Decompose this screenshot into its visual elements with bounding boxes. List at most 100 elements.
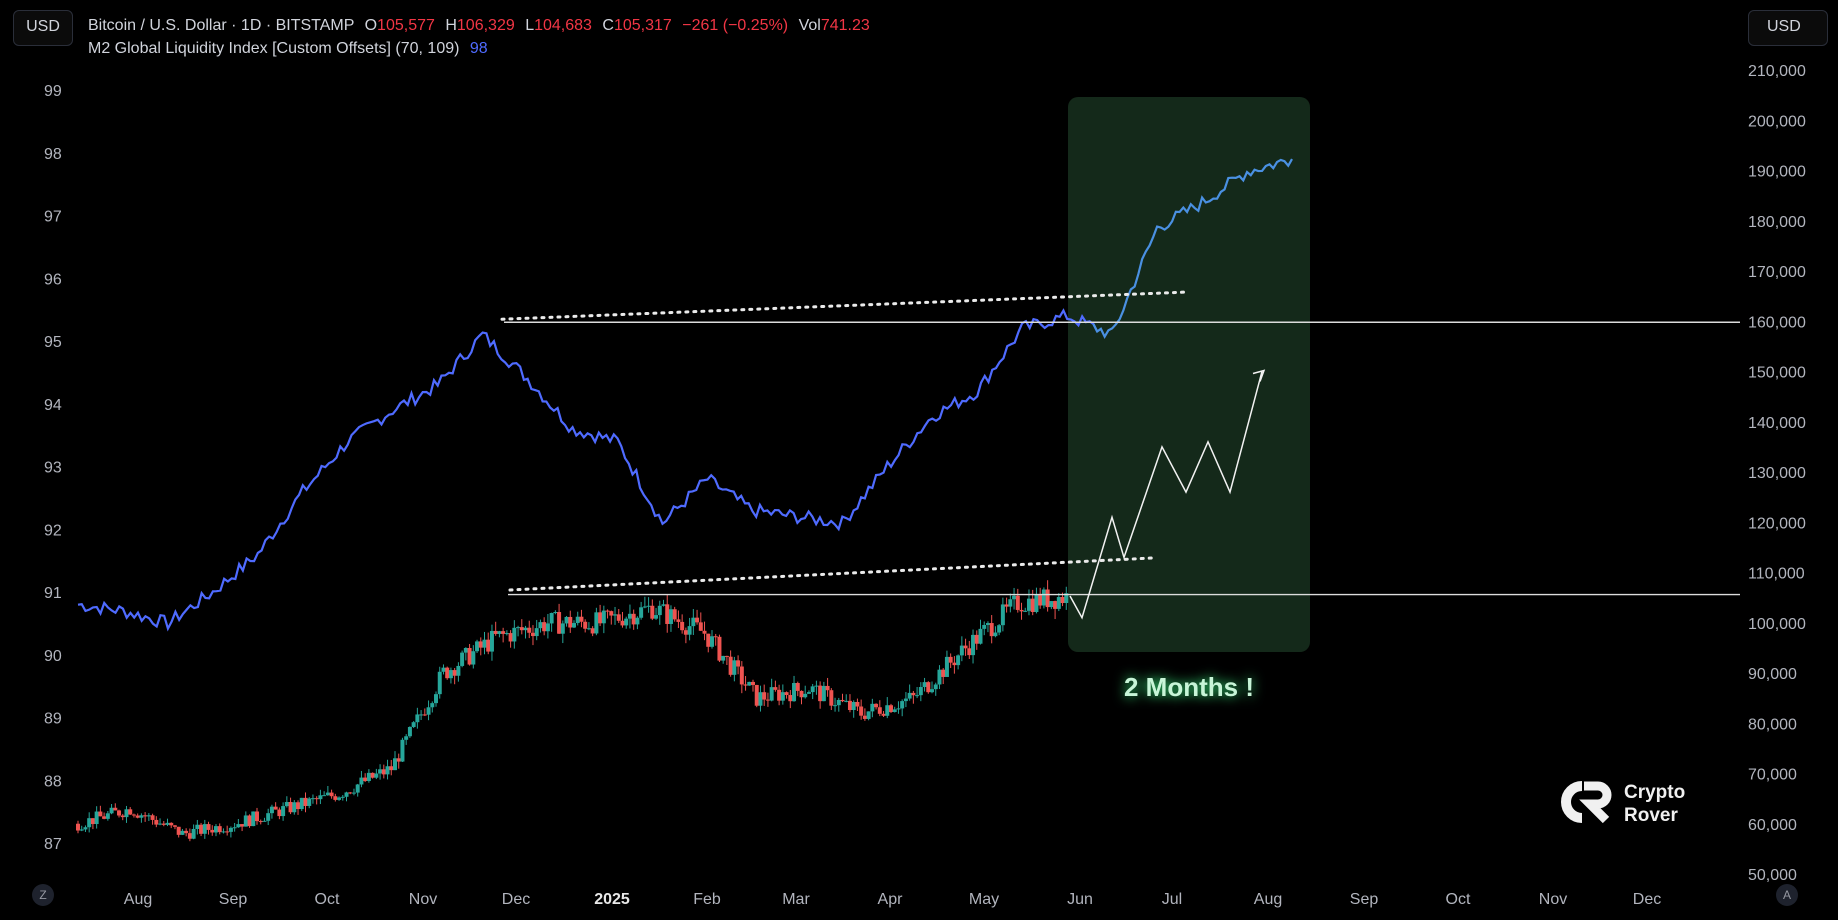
- x-axis-tick-label: Oct: [1446, 891, 1471, 908]
- btc-candle: [180, 830, 185, 835]
- btc-candle: [247, 815, 252, 827]
- right-axis-tick-label: 80,000: [1748, 716, 1797, 733]
- x-axis-tick-label: Nov: [409, 891, 437, 908]
- btc-candle: [631, 613, 636, 625]
- symbol-legend: Bitcoin / U.S. Dollar · 1D · BITSTAMP O1…: [88, 17, 870, 35]
- left-axis-tick-label: 97: [44, 209, 62, 226]
- x-axis-tick-label: Dec: [1633, 891, 1661, 908]
- right-axis-tick-label: 130,000: [1748, 465, 1806, 482]
- btc-candle: [691, 617, 696, 627]
- change-value: −261 (−0.25%): [682, 17, 789, 34]
- btc-candle: [590, 628, 595, 634]
- btc-candle: [158, 823, 163, 825]
- btc-candle: [131, 814, 136, 816]
- btc-candle: [583, 621, 588, 629]
- btc-candle: [784, 692, 789, 696]
- scale-mode-z-button[interactable]: Z: [32, 884, 54, 906]
- btc-candle: [516, 627, 521, 629]
- symbol-title: Bitcoin / U.S. Dollar · 1D · BITSTAMP: [88, 17, 355, 34]
- btc-candle: [926, 682, 931, 693]
- x-axis-tick-label: Apr: [878, 891, 904, 908]
- left-axis-tick-label: 87: [44, 836, 62, 853]
- currency-button-right[interactable]: USD: [1748, 10, 1828, 46]
- btc-candle: [117, 810, 122, 816]
- auto-scale-button[interactable]: A: [1776, 884, 1798, 906]
- btc-candle: [818, 685, 823, 702]
- right-axis-tick-label: 150,000: [1748, 365, 1806, 382]
- btc-candle: [210, 829, 215, 833]
- btc-candle: [754, 684, 759, 706]
- btc-candle: [422, 714, 427, 716]
- btc-candle: [687, 626, 692, 635]
- left-axis-tick-label: 93: [44, 460, 62, 477]
- btc-candle: [799, 690, 804, 698]
- btc-candle: [985, 623, 990, 625]
- btc-candle: [568, 616, 573, 628]
- btc-candle: [560, 623, 565, 634]
- btc-candle: [240, 824, 245, 827]
- right-axis-tick-label: 180,000: [1748, 214, 1806, 231]
- btc-candle: [217, 826, 222, 833]
- btc-candle: [668, 609, 673, 624]
- btc-candle: [1030, 598, 1035, 613]
- btc-candle: [478, 641, 483, 648]
- x-axis-tick-label: Feb: [693, 891, 721, 908]
- btc-candle: [161, 823, 166, 825]
- btc-candle: [657, 605, 662, 616]
- left-axis-tick-label: 90: [44, 648, 62, 665]
- btc-candle: [154, 819, 159, 825]
- btc-candle: [948, 656, 953, 663]
- high-value: 106,329: [456, 17, 515, 34]
- btc-candle: [508, 633, 513, 642]
- btc-candle: [732, 660, 737, 675]
- x-axis-tick-label: May: [969, 891, 999, 908]
- right-axis-tick-label: 100,000: [1748, 616, 1806, 633]
- btc-candle: [351, 792, 356, 794]
- btc-candle: [717, 636, 722, 661]
- btc-candle: [460, 652, 465, 666]
- currency-button-left[interactable]: USD: [13, 10, 73, 46]
- btc-candle: [620, 620, 625, 626]
- btc-candle: [396, 758, 401, 762]
- projection-arrowhead-icon: [1252, 369, 1266, 382]
- btc-candle: [486, 639, 491, 652]
- btc-candle: [765, 699, 770, 701]
- x-axis-tick-label: Oct: [315, 891, 340, 908]
- left-axis-tick-label: 88: [44, 773, 62, 790]
- btc-candle: [1034, 593, 1039, 613]
- btc-candle: [963, 645, 968, 649]
- btc-candle: [236, 824, 241, 828]
- indicator-title: M2 Global Liquidity Index [Custom Offset…: [88, 40, 460, 57]
- btc-candle: [176, 826, 181, 835]
- btc-candle: [1041, 589, 1046, 606]
- low-label: L: [525, 17, 535, 34]
- btc-candle: [363, 777, 368, 782]
- btc-candle: [624, 618, 629, 626]
- btc-candle: [139, 815, 144, 818]
- btc-candle: [885, 705, 890, 716]
- btc-candle: [359, 777, 364, 785]
- btc-candle: [810, 686, 815, 693]
- btc-candle: [855, 701, 860, 707]
- btc-candle: [489, 630, 494, 652]
- btc-candle: [87, 818, 92, 828]
- btc-candle: [892, 709, 897, 713]
- btc-candle: [903, 698, 908, 702]
- right-axis-tick-label: 90,000: [1748, 666, 1797, 683]
- btc-candle: [956, 655, 961, 666]
- btc-candle: [635, 617, 640, 625]
- btc-candle: [702, 630, 707, 634]
- btc-candle: [292, 802, 297, 813]
- btc-candle: [959, 645, 964, 656]
- left-axis-tick-label: 99: [44, 83, 62, 100]
- brand-name: Crypto Rover: [1624, 781, 1685, 827]
- btc-candle: [348, 792, 353, 794]
- btc-candle: [918, 687, 923, 696]
- btc-candle: [262, 820, 267, 822]
- btc-candle: [579, 616, 584, 622]
- volume-value: 741.23: [820, 17, 870, 34]
- x-axis-tick-label: Aug: [124, 891, 152, 908]
- btc-candle: [445, 667, 450, 679]
- btc-candle: [997, 625, 1002, 633]
